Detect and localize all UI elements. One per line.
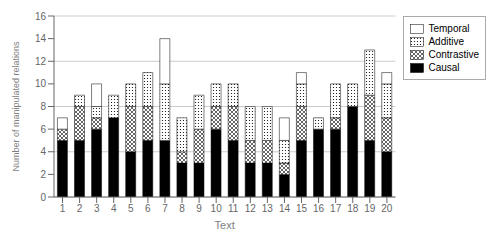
svg-text:14: 14 (279, 203, 291, 214)
svg-text:4: 4 (40, 146, 46, 157)
svg-text:Text: Text (215, 219, 235, 231)
svg-text:5: 5 (128, 203, 134, 214)
svg-text:4: 4 (111, 203, 117, 214)
svg-text:10: 10 (35, 78, 47, 89)
svg-text:14: 14 (35, 33, 47, 44)
svg-text:20: 20 (381, 203, 393, 214)
svg-text:8: 8 (179, 203, 185, 214)
svg-text:6: 6 (40, 124, 46, 135)
svg-text:8: 8 (40, 101, 46, 112)
svg-text:11: 11 (228, 203, 239, 214)
svg-text:13: 13 (262, 203, 274, 214)
svg-text:3: 3 (94, 203, 100, 214)
html-text:Contrastive: Contrastive (428, 49, 479, 60)
svg-text:16: 16 (313, 203, 325, 214)
svg-text:10: 10 (211, 203, 223, 214)
svg-text:16: 16 (35, 11, 47, 22)
svg-text:2: 2 (40, 169, 46, 180)
svg-text:17: 17 (330, 203, 342, 214)
svg-text:9: 9 (196, 203, 202, 214)
svg-text:0: 0 (40, 192, 46, 203)
svg-text:1: 1 (60, 203, 66, 214)
svg-text:7: 7 (162, 203, 168, 214)
svg-text:12: 12 (245, 203, 257, 214)
svg-text:Number of manipulated relation: Number of manipulated relations (11, 41, 21, 172)
svg-text:12: 12 (35, 56, 47, 67)
html-text:Causal: Causal (428, 62, 460, 73)
html-text:Additive: Additive (428, 36, 464, 47)
svg-text:15: 15 (296, 203, 308, 214)
html-text:Temporal: Temporal (428, 23, 470, 34)
svg-text:6: 6 (145, 203, 151, 214)
svg-text:2: 2 (77, 203, 83, 214)
svg-text:19: 19 (364, 203, 376, 214)
svg-text:18: 18 (347, 203, 359, 214)
